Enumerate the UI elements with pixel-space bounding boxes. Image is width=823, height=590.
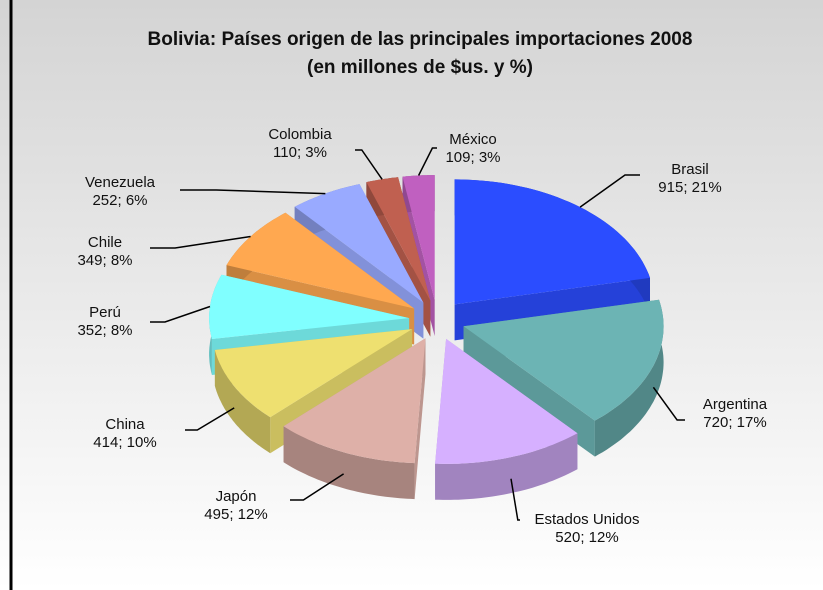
slice-value-label: 720; 17% [703, 414, 766, 431]
slice-value-label: 110; 3% [273, 144, 327, 161]
slice [463, 299, 664, 421]
slice-wall [414, 338, 426, 500]
leader-line [510, 478, 520, 521]
slice [226, 212, 415, 309]
slice-value-label: 352; 8% [77, 322, 132, 339]
slice-value-label: 520; 12% [555, 529, 618, 546]
leader-line [579, 174, 640, 208]
leader-line [185, 407, 235, 431]
leader-line [355, 149, 383, 180]
slice-side [594, 299, 664, 457]
slice [209, 274, 410, 339]
leader-line [652, 386, 685, 421]
leader-line [417, 147, 437, 176]
slice-category: Argentina [703, 396, 768, 413]
slice-value-label: 414; 10% [93, 434, 156, 451]
slice-category: Colombia [268, 126, 332, 143]
slice-category: Venezuela [85, 174, 156, 191]
slice-value-label: 349; 8% [77, 252, 132, 269]
slice-category: México [449, 131, 497, 148]
slice [214, 329, 413, 418]
slice [366, 177, 431, 301]
slice-category: Perú [89, 304, 121, 321]
slice-value-label: 495; 12% [204, 506, 267, 523]
slice [294, 184, 424, 303]
chart-title: Bolivia: Países origen de las principale… [148, 29, 693, 50]
slice-category: Chile [88, 234, 122, 251]
slice [454, 179, 650, 305]
slice-category: Estados Unidos [534, 511, 639, 528]
slice-side [283, 426, 415, 500]
leader-line [150, 235, 251, 249]
slice-category: China [105, 416, 145, 433]
slice-category: Brasil [671, 161, 709, 178]
slice-value-label: 915; 21% [658, 179, 721, 196]
leader-line [290, 473, 345, 501]
chart-subtitle: (en millones de $us. y %) [307, 57, 533, 78]
slice-value-label: 109; 3% [445, 149, 500, 166]
slice-side [435, 433, 578, 500]
leader-line [180, 189, 326, 195]
leader-line [150, 305, 211, 323]
slice-side [214, 350, 271, 454]
slice [402, 175, 435, 301]
slice [283, 338, 426, 464]
slice [435, 338, 578, 464]
slice-value-label: 252; 6% [92, 192, 147, 209]
slice-category: Japón [216, 488, 257, 505]
